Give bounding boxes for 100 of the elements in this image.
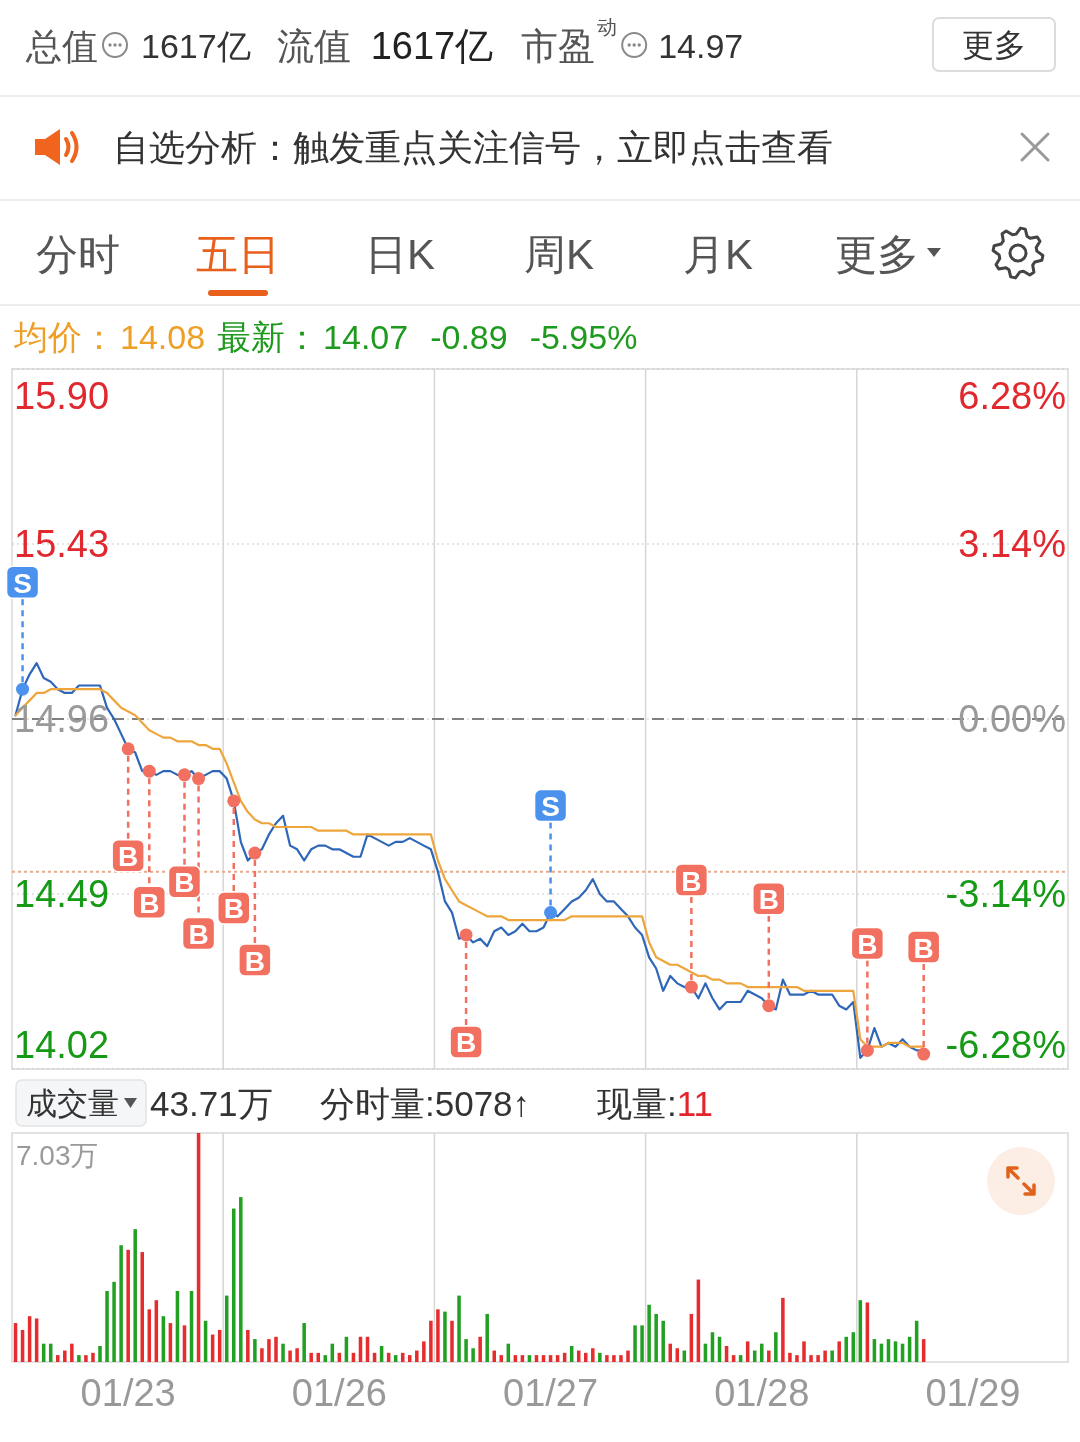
bar: [415, 1350, 419, 1362]
bar: [260, 1348, 264, 1362]
bar: [802, 1341, 806, 1362]
y2-tick-label: 3.14%: [958, 523, 1066, 565]
bar: [640, 1325, 644, 1362]
bar: [767, 1350, 771, 1362]
x-tick-label: 01/26: [291, 1372, 387, 1414]
bar: [274, 1336, 278, 1362]
bar: [464, 1339, 468, 1362]
text: S: [541, 791, 560, 823]
text: 分时量:5078↑: [320, 1083, 531, 1123]
y-tick-label: 15.43: [14, 523, 110, 565]
x-tick-label: 01/28: [714, 1372, 810, 1414]
bar: [457, 1295, 461, 1362]
bar: [830, 1350, 834, 1362]
y-tick-label: 15.90: [14, 375, 110, 417]
text: 分时: [36, 230, 120, 278]
bar: [133, 1229, 137, 1362]
bar: [77, 1355, 81, 1362]
bar: [809, 1355, 813, 1362]
text: B: [188, 919, 209, 951]
text: B: [758, 884, 779, 916]
bar: [105, 1291, 109, 1362]
bar: [612, 1355, 616, 1362]
bar: [267, 1339, 271, 1362]
text: 动: [597, 16, 618, 38]
text: 五日: [196, 230, 280, 278]
text: 14.07: [323, 318, 409, 356]
bar: [295, 1348, 299, 1362]
bar: [823, 1350, 827, 1362]
bar: [288, 1350, 292, 1362]
bar: [781, 1297, 785, 1362]
text: 更多: [835, 230, 919, 278]
bar: [436, 1309, 440, 1362]
text: 总值: [25, 25, 98, 67]
annotation: 7.03万: [16, 1139, 99, 1171]
bar: [605, 1355, 609, 1362]
bar: [408, 1355, 412, 1362]
text: 更多: [962, 27, 1026, 63]
bar: [422, 1341, 426, 1362]
text: 日K: [364, 230, 436, 278]
text: 市盈: [521, 25, 596, 67]
text: B: [244, 945, 265, 977]
bar: [309, 1352, 313, 1362]
y2-tick-label: -6.28%: [945, 1024, 1066, 1066]
text: B: [455, 1027, 477, 1059]
text: 周K: [523, 230, 595, 278]
bar: [485, 1313, 489, 1362]
bar: [232, 1208, 236, 1362]
bar: [316, 1352, 320, 1362]
bar: [281, 1343, 285, 1362]
bar: [816, 1355, 820, 1362]
bar: [126, 1249, 130, 1362]
text: 最新：: [217, 318, 320, 356]
bar: [63, 1350, 67, 1362]
bar: [633, 1325, 637, 1362]
bar: [654, 1313, 658, 1362]
bar: [584, 1352, 588, 1362]
bar: [788, 1352, 792, 1362]
bar: [844, 1336, 848, 1362]
bar: [84, 1355, 88, 1362]
bar: [112, 1281, 116, 1362]
text: -0.89: [430, 318, 508, 356]
y2-tick-label: 6.28%: [958, 375, 1066, 417]
bar: [140, 1252, 144, 1362]
bar: [70, 1343, 74, 1362]
bar: [668, 1343, 672, 1362]
bar: [443, 1311, 447, 1362]
bar: [661, 1320, 665, 1362]
text: B: [857, 928, 878, 960]
text: 现量:: [597, 1083, 677, 1123]
bar: [774, 1332, 778, 1362]
text: 流值: [276, 25, 351, 67]
bar: [598, 1352, 602, 1362]
bar: [795, 1355, 799, 1362]
bar: [619, 1355, 623, 1362]
text: S: [13, 567, 32, 599]
bar: [239, 1197, 243, 1362]
y-tick-label: 14.49: [14, 873, 110, 915]
bar: [253, 1339, 257, 1362]
bar: [429, 1320, 433, 1362]
text: B: [223, 893, 244, 925]
text: 14.97: [658, 27, 744, 65]
y2-tick-label: -3.14%: [945, 873, 1066, 915]
text: 1617亿: [141, 27, 251, 65]
text: B: [139, 887, 160, 919]
text: B: [118, 841, 139, 873]
bar: [302, 1323, 306, 1362]
text: 自选分析：触发重点关注信号，立即点击查看: [113, 126, 833, 168]
text: 月K: [682, 230, 754, 278]
bar: [119, 1245, 123, 1362]
text: 14.08: [120, 318, 206, 356]
text: 43.71万: [150, 1083, 273, 1123]
x-tick-label: 01/23: [80, 1372, 176, 1414]
text: 成交量: [26, 1085, 119, 1121]
bar: [246, 1329, 250, 1362]
bar: [471, 1348, 475, 1362]
legend-label: B: [174, 867, 195, 899]
bar: [647, 1304, 651, 1362]
bar: [478, 1336, 482, 1362]
